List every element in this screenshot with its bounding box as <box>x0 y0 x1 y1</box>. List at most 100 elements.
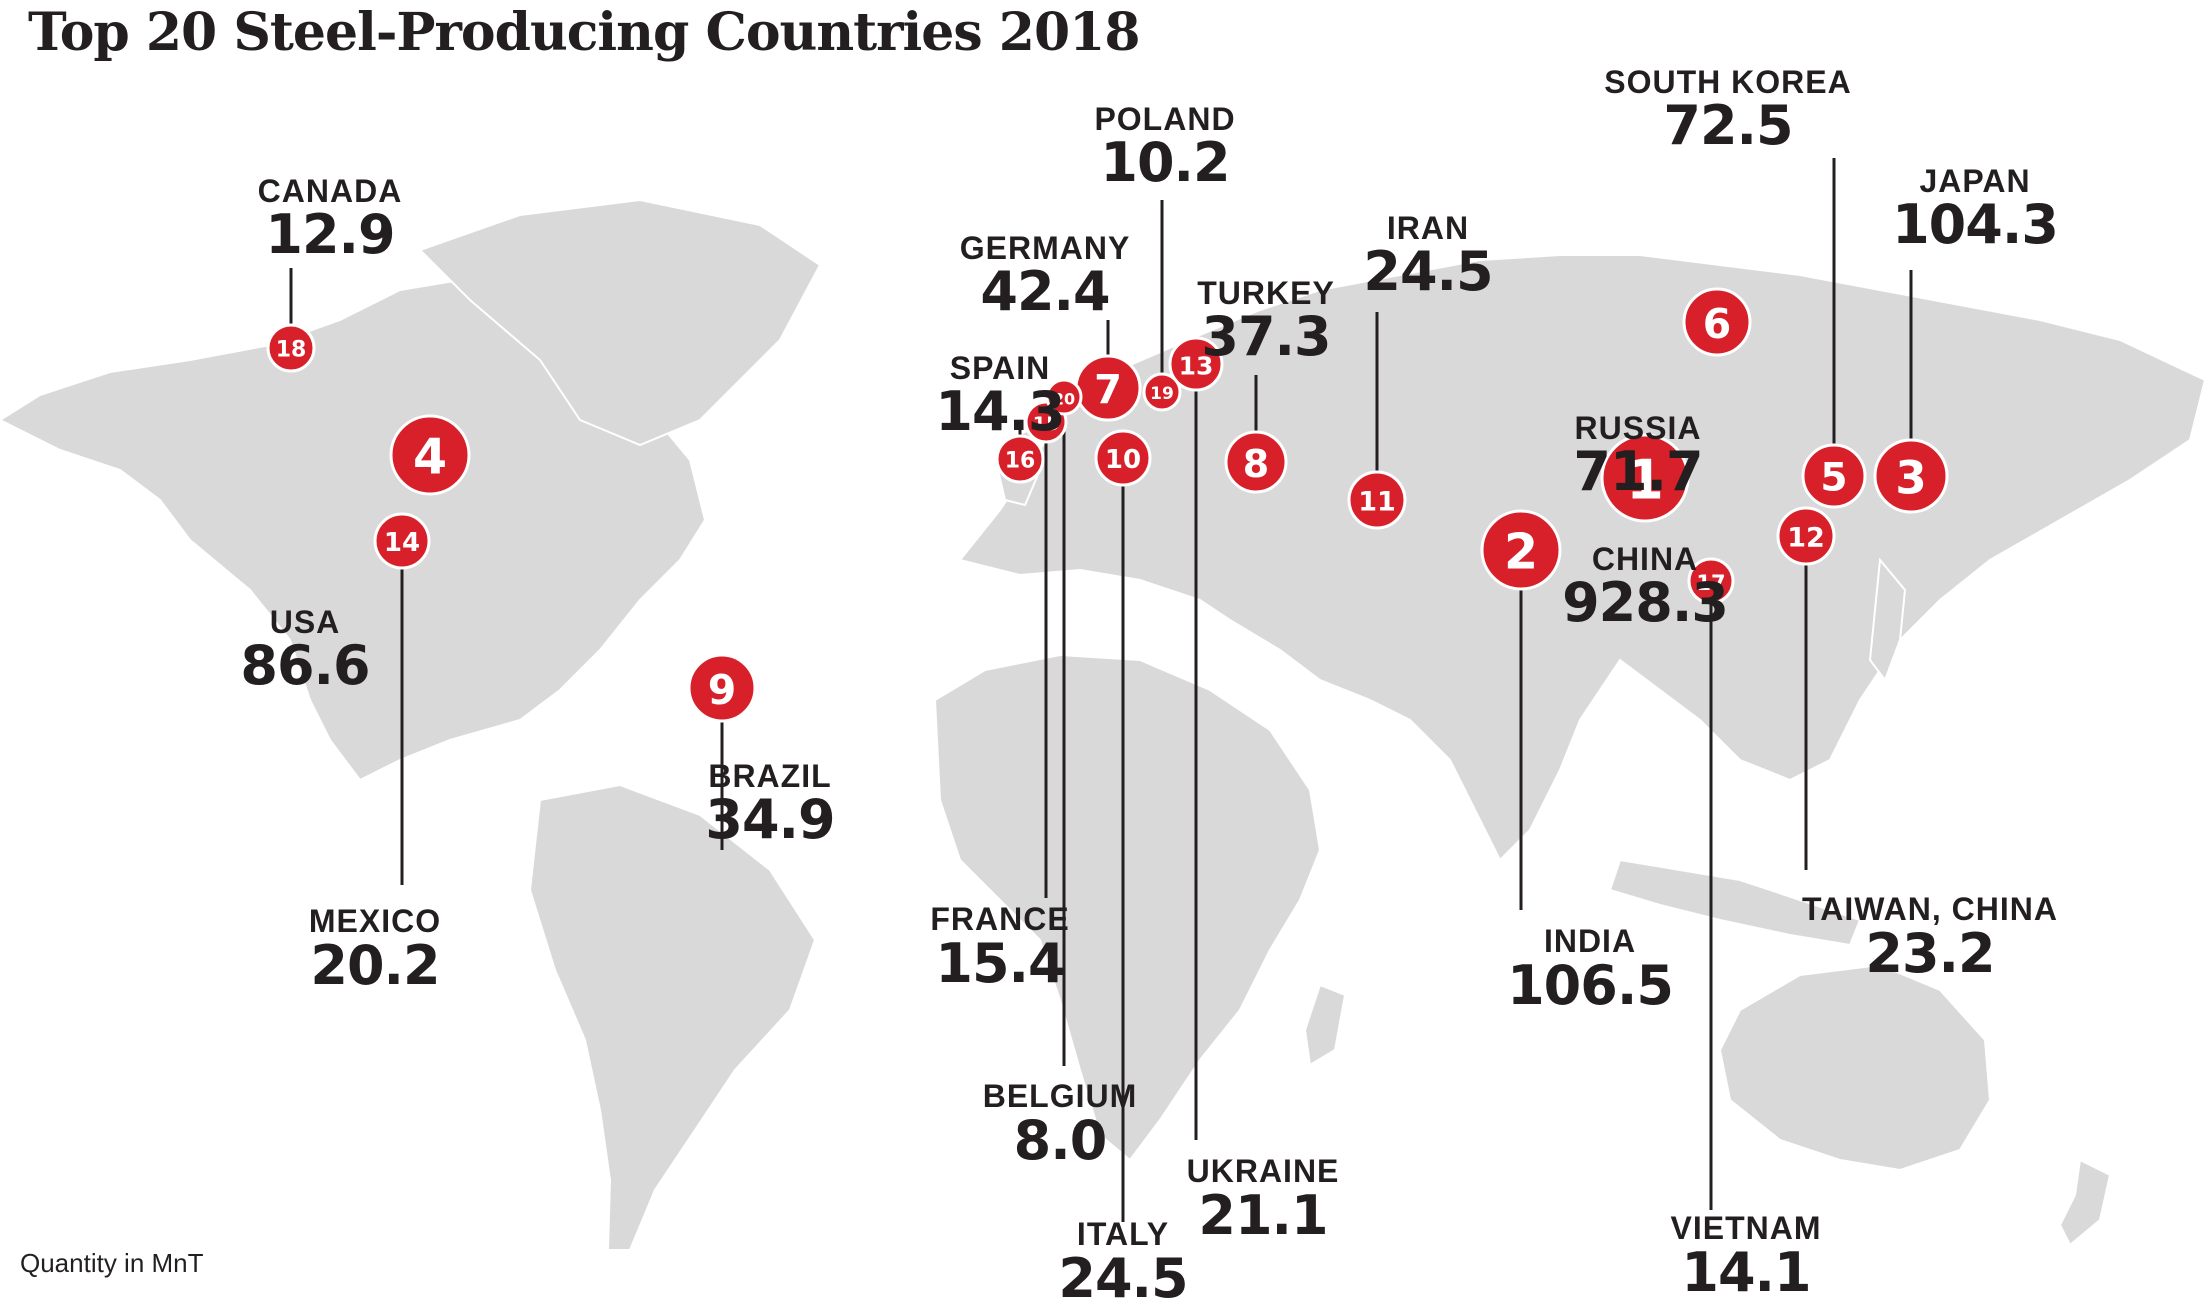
rank-circle <box>1347 470 1407 530</box>
rank-circle <box>373 512 431 570</box>
land-madagascar <box>1303 983 1347 1067</box>
land-north-america <box>0 278 707 782</box>
production-value: 24.5 <box>1363 240 1493 303</box>
rank-marker-germany: 7 <box>1074 354 1142 422</box>
rank-marker-belgium: 20 <box>1045 378 1083 416</box>
country-label-taiwan-china: TAIWAN, CHINA 23.2 <box>1802 893 2058 981</box>
country-name: FRANCE <box>930 901 1070 937</box>
land-indonesia <box>1608 858 1862 947</box>
rank-number: 1 <box>1626 449 1664 512</box>
land-new-zealand <box>2058 1158 2112 1247</box>
production-value: 42.4 <box>980 260 1110 323</box>
rank-circle <box>1094 429 1152 487</box>
production-value: 37.3 <box>1201 305 1331 368</box>
production-value: 71.7 <box>1573 440 1703 503</box>
country-name: IRAN <box>1386 210 1470 246</box>
land-africa <box>933 653 1322 1162</box>
country-name: SOUTH KOREA <box>1604 64 1852 100</box>
country-name: SPAIN <box>949 350 1051 386</box>
rank-circle <box>1480 509 1562 591</box>
country-name: GERMANY <box>959 230 1131 266</box>
production-value: 20.2 <box>310 934 440 997</box>
rank-circle <box>1045 378 1083 416</box>
production-value: 34.9 <box>705 788 835 851</box>
country-name: RUSSIA <box>1574 410 1702 446</box>
country-label-vietnam: VIETNAM 14.1 <box>1671 1212 1822 1300</box>
rank-number: 4 <box>413 429 447 486</box>
country-label-italy: ITALY 24.5 <box>1058 1216 1188 1306</box>
country-name: JAPAN <box>1919 163 2031 199</box>
rank-marker-china: 1 <box>1600 433 1690 523</box>
rank-circle <box>389 414 471 496</box>
country-label-usa: USA 86.6 <box>240 604 370 697</box>
country-name: TAIWAN, CHINA <box>1802 891 2058 927</box>
country-label-poland: POLAND 10.2 <box>1094 103 1235 190</box>
rank-number: 20 <box>1053 390 1075 409</box>
rank-circle <box>1168 336 1224 392</box>
rank-marker-iran: 11 <box>1347 470 1407 530</box>
land-south-america <box>528 783 817 1251</box>
country-name: POLAND <box>1094 101 1236 137</box>
rank-number: 13 <box>1179 352 1214 381</box>
rank-circle <box>1687 557 1735 605</box>
rank-marker-india: 2 <box>1480 509 1562 591</box>
country-name: ITALY <box>1076 1216 1170 1252</box>
land-layer <box>0 198 2207 1251</box>
rank-marker-taiwan-china: 12 <box>1776 506 1836 566</box>
rank-number: 11 <box>1358 487 1396 518</box>
production-value: 86.6 <box>240 634 370 697</box>
rank-number: 7 <box>1094 367 1122 413</box>
rank-marker-south-korea: 5 <box>1801 443 1867 509</box>
rank-number: 8 <box>1243 442 1269 486</box>
rank-number: 17 <box>1696 571 1725 595</box>
country-label-turkey: TURKEY 37.3 <box>1197 277 1335 364</box>
rank-number: 6 <box>1703 300 1732 348</box>
production-value: 72.5 <box>1663 94 1793 157</box>
rank-marker-canada: 18 <box>266 323 316 373</box>
land-japan <box>1868 557 1907 683</box>
production-value: 15.4 <box>935 932 1065 995</box>
rank-marker-turkey: 8 <box>1224 430 1288 494</box>
country-label-belgium: BELGIUM 8.0 <box>983 1080 1138 1168</box>
rank-number: 14 <box>384 528 420 558</box>
country-name: CHINA <box>1591 541 1699 577</box>
country-name: CANADA <box>257 173 403 209</box>
rank-number: 9 <box>708 666 737 714</box>
production-value: 12.9 <box>265 203 395 266</box>
rank-circle <box>687 653 757 723</box>
country-label-russia: RUSSIA 71.7 <box>1573 410 1703 503</box>
production-value: 104.3 <box>1892 193 2059 256</box>
rank-number: 10 <box>1105 445 1141 475</box>
country-name: TURKEY <box>1197 275 1335 311</box>
land-australia <box>1718 963 1992 1172</box>
country-name: UKRAINE <box>1186 1153 1340 1189</box>
country-name: BRAZIL <box>708 758 832 794</box>
country-label-brazil: BRAZIL 34.9 <box>705 758 835 851</box>
leader-lines <box>289 158 1913 1222</box>
country-label-japan: JAPAN 104.3 <box>1892 163 2059 256</box>
rank-circle <box>995 434 1045 484</box>
country-label-germany: GERMANY 42.4 <box>960 232 1131 319</box>
rank-number: 3 <box>1895 452 1926 505</box>
production-value: 928.3 <box>1562 571 1729 634</box>
production-value: 10.2 <box>1100 131 1230 194</box>
production-value: 106.5 <box>1507 954 1674 1017</box>
production-value: 21.1 <box>1198 1184 1328 1247</box>
map-title: Top 20 Steel-Producing Countries 2018 <box>28 2 1140 63</box>
country-name: VIETNAM <box>1670 1210 1822 1246</box>
country-label-france: FRANCE 15.4 <box>930 903 1069 991</box>
rank-number: 16 <box>1005 449 1036 474</box>
rank-circle <box>1600 433 1690 523</box>
rank-circle <box>1776 506 1836 566</box>
rank-number: 12 <box>1787 523 1825 554</box>
production-value: 8.0 <box>1013 1109 1108 1172</box>
country-label-china: CHINA 928.3 <box>1562 541 1729 634</box>
country-name: USA <box>269 604 341 640</box>
rank-marker-russia: 6 <box>1682 287 1752 357</box>
rank-marker-italy: 10 <box>1094 429 1152 487</box>
rank-circle <box>1873 438 1949 514</box>
country-label-south-korea: SOUTH KOREA 72.5 <box>1604 66 1851 153</box>
